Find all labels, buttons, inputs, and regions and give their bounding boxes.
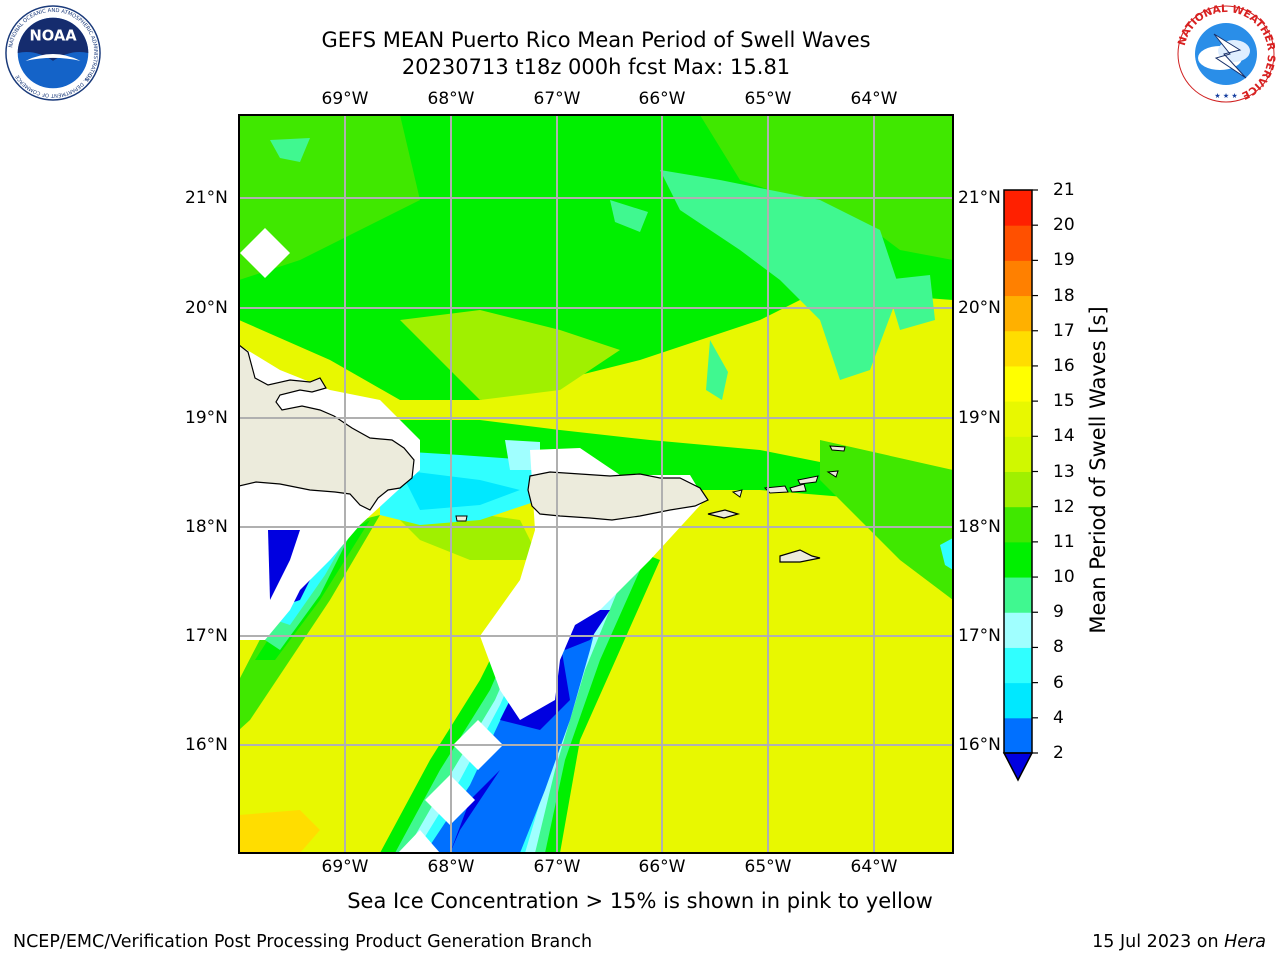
nws-logo: NATIONAL WEATHER SERVICE ★ ★ ★ — [1176, 4, 1276, 103]
colorbar-segment — [1004, 506, 1032, 543]
lon-label-top: 66°W — [638, 89, 686, 109]
colorbar-tick-label: 6 — [1053, 672, 1064, 693]
lon-label-top: 69°W — [321, 89, 369, 109]
colorbar-segment — [1004, 260, 1032, 297]
lon-label-top: 65°W — [744, 89, 792, 109]
noaa-logo: NOAA NATIONAL OCEANIC AND ATMOSPHERIC AD… — [5, 5, 101, 101]
lat-label-right: 19°N — [958, 408, 1001, 428]
colorbar-tick-label: 14 — [1053, 426, 1075, 447]
colorbar-segment — [1004, 330, 1032, 367]
colorbar-segment — [1004, 225, 1032, 261]
svg-text:NOAA: NOAA — [29, 27, 77, 44]
lon-label-bottom: 65°W — [744, 857, 792, 877]
colorbar-segment — [1004, 647, 1032, 684]
colorbar-tick-label: 8 — [1053, 637, 1064, 658]
colorbar-segment — [1004, 365, 1032, 402]
lat-label-left: 19°N — [185, 408, 228, 428]
colorbar-segment — [1004, 471, 1032, 508]
lat-label-left: 17°N — [185, 626, 228, 646]
lon-label-top: 64°W — [850, 89, 898, 109]
colorbar-tick-label: 2 — [1053, 743, 1064, 763]
sea-ice-note: Sea Ice Concentration > 15% is shown in … — [347, 889, 933, 913]
lat-label-right: 16°N — [958, 735, 1001, 755]
lon-label-bottom: 64°W — [850, 857, 898, 877]
swell-period-field — [239, 115, 953, 853]
colorbar-segment — [1004, 577, 1032, 613]
colorbar-segment — [1004, 401, 1032, 437]
lon-label-top: 68°W — [427, 89, 475, 109]
colorbar-segment — [1004, 717, 1032, 754]
colorbar-segment — [1004, 295, 1032, 332]
lat-label-left: 21°N — [185, 188, 228, 208]
lon-label-bottom: 66°W — [638, 857, 686, 877]
lat-label-right: 20°N — [958, 298, 1001, 318]
colorbar-tick-label: 21 — [1053, 180, 1075, 200]
colorbar-tick-label: 16 — [1053, 355, 1075, 376]
colorbar-segment — [1004, 436, 1032, 472]
colorbar-segment — [1004, 190, 1032, 226]
map-title: GEFS MEAN Puerto Rico Mean Period of Swe… — [321, 28, 871, 52]
colorbar-segment — [1004, 682, 1032, 719]
colorbar — [1002, 189, 1038, 782]
colorbar-tick-label: 10 — [1053, 567, 1075, 588]
lon-label-top: 67°W — [533, 89, 581, 109]
graticule — [239, 115, 953, 853]
colorbar-tick-label: 17 — [1053, 320, 1075, 341]
lon-label-bottom: 67°W — [533, 857, 581, 877]
colorbar-tick-label: 12 — [1053, 496, 1075, 517]
lat-label-right: 21°N — [958, 188, 1001, 208]
colorbar-segment — [1004, 612, 1032, 648]
footer-credit: NCEP/EMC/Verification Post Processing Pr… — [13, 932, 593, 952]
colorbar-title: Mean Period of Swell Waves [s] — [1086, 306, 1110, 634]
lat-label-left: 18°N — [185, 517, 228, 537]
colorbar-tick-label: 13 — [1053, 461, 1075, 482]
map-frame — [238, 114, 954, 854]
colorbar-tick-label: 4 — [1053, 707, 1064, 728]
footer-date: 15 Jul 2023 on Hera — [1092, 932, 1266, 952]
map-subtitle: 20230713 t18z 000h fcst Max: 15.81 — [401, 55, 791, 79]
footer-machine: Hera — [1224, 932, 1266, 952]
svg-text:★ ★ ★: ★ ★ ★ — [1214, 92, 1237, 100]
colorbar-segment — [1004, 541, 1032, 578]
footer-date-text: 15 Jul 2023 on — [1092, 932, 1225, 952]
lon-label-bottom: 69°W — [321, 857, 369, 877]
colorbar-tick-label: 15 — [1053, 391, 1075, 412]
colorbar-tick-label: 11 — [1053, 531, 1075, 552]
colorbar-tick-label: 18 — [1053, 285, 1075, 306]
colorbar-tick-label: 19 — [1053, 250, 1075, 271]
lat-label-right: 17°N — [958, 626, 1001, 646]
colorbar-tick-label: 20 — [1053, 215, 1075, 236]
lat-label-left: 16°N — [185, 735, 228, 755]
lon-label-bottom: 68°W — [427, 857, 475, 877]
lat-label-left: 20°N — [185, 298, 228, 318]
colorbar-extend-arrow — [1002, 752, 1034, 782]
colorbar-tick-label: 9 — [1053, 602, 1064, 623]
lat-label-right: 18°N — [958, 517, 1001, 537]
